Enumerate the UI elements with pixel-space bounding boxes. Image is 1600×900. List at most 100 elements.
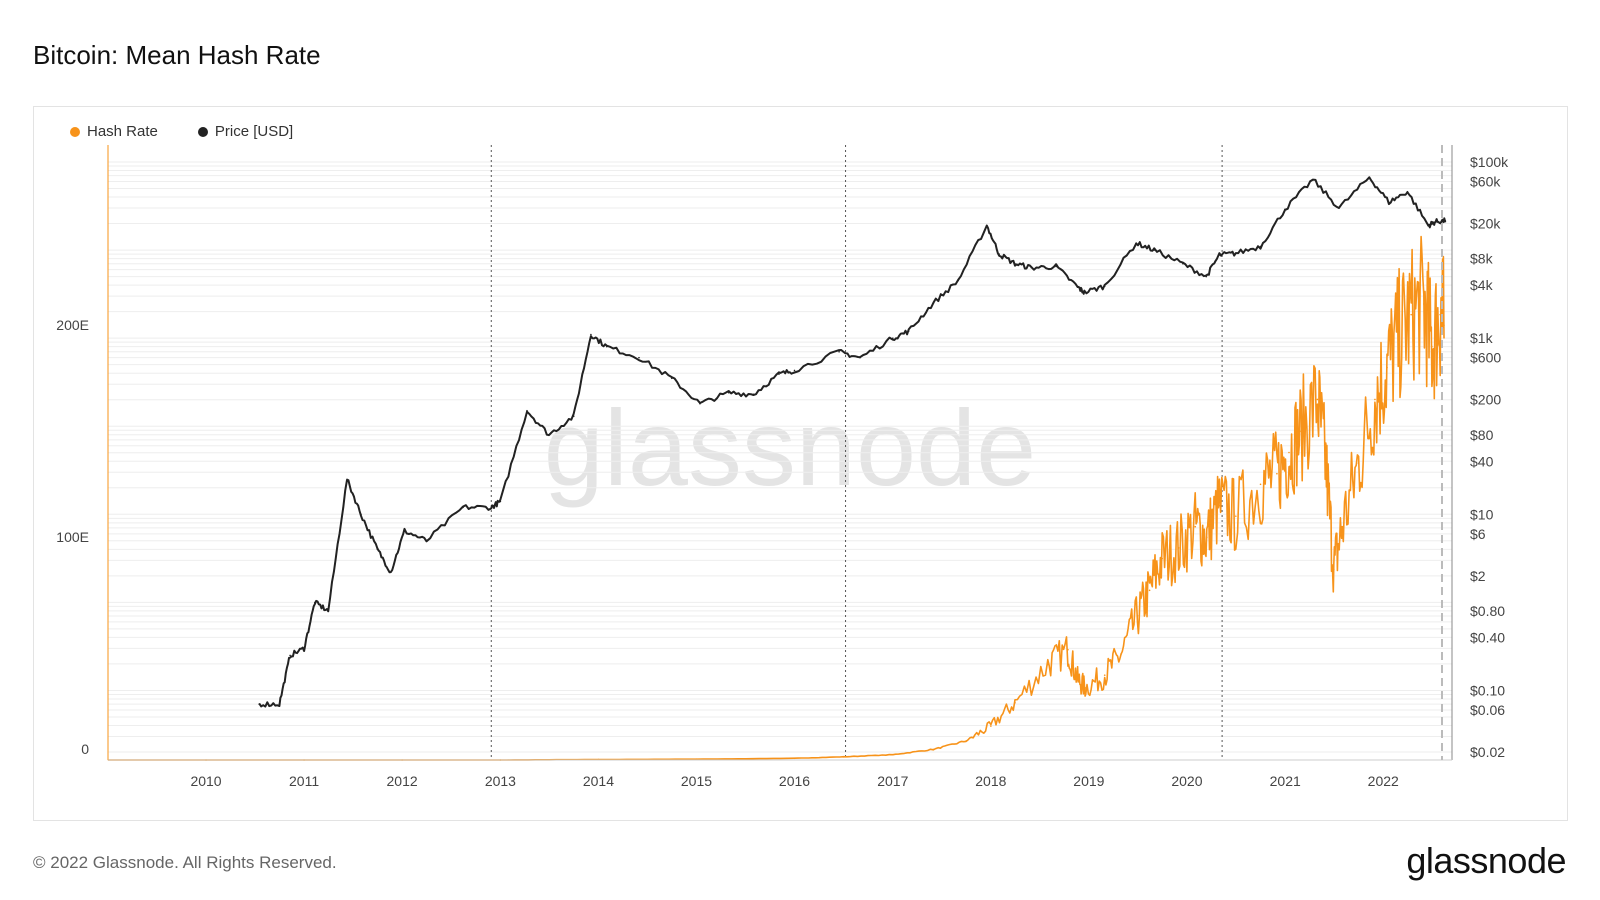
y-right-tick-label: $1k <box>1470 330 1494 346</box>
hash-rate-point <box>1288 451 1290 454</box>
price-point <box>1205 275 1208 278</box>
hash-rate-point <box>932 748 935 751</box>
price-point <box>998 253 1000 255</box>
price-point <box>1055 265 1057 268</box>
price-point <box>670 377 673 380</box>
hash-rate-point <box>1439 313 1442 316</box>
price-point <box>1153 249 1155 251</box>
hash-rate-point <box>1103 674 1106 676</box>
price-point <box>699 402 701 405</box>
price-point <box>390 571 392 574</box>
legend-label-price: Price [USD] <box>214 123 294 140</box>
price-point <box>499 500 502 503</box>
hash-rate-point <box>793 757 796 760</box>
y-right-tick-label: $0.02 <box>1470 744 1505 760</box>
price-point <box>278 703 281 705</box>
legend-label-hash-rate: Hash Rate <box>87 123 158 140</box>
x-tick-label: 2012 <box>387 773 418 789</box>
hash-rate-point <box>1341 525 1343 528</box>
x-tick-label: 2021 <box>1270 773 1301 789</box>
hash-rate-point <box>1046 663 1049 666</box>
y-right-tick-label: $600 <box>1470 350 1501 366</box>
hash-rate-point <box>1194 525 1197 528</box>
price-point <box>957 279 959 282</box>
x-tick-label: 2011 <box>289 773 319 789</box>
chart-frame <box>33 106 1568 821</box>
x-tick-label: 2017 <box>877 773 908 789</box>
price-point <box>1083 291 1086 294</box>
y-left-tick-label: 100E <box>56 529 89 545</box>
price-point <box>727 391 730 394</box>
hash-rate-point <box>1259 483 1262 486</box>
price-point <box>526 409 528 412</box>
price-point <box>1312 178 1314 181</box>
hash-rate-point <box>1386 366 1388 369</box>
hash-rate-point <box>1218 504 1221 507</box>
hash-rate-point <box>965 740 967 742</box>
hash-rate-point <box>892 753 894 756</box>
y-right-tick-label: $6 <box>1470 526 1486 542</box>
y-left-tick-label: 200E <box>56 317 89 333</box>
price-point <box>1030 266 1033 269</box>
y-right-tick-label: $20k <box>1470 216 1501 232</box>
price-point <box>303 647 305 650</box>
price-dot-icon <box>197 126 208 137</box>
legend-item-price[interactable]: Price [USD] <box>197 123 294 140</box>
x-tick-label: 2010 <box>190 773 221 789</box>
chart-watermark: glassnode <box>544 387 1036 508</box>
footer-brand-logo[interactable]: glassnode <box>1406 840 1566 881</box>
y-right-tick-label: $0.10 <box>1470 682 1505 698</box>
price-point <box>258 703 261 705</box>
hash-rate-point <box>1443 324 1445 327</box>
price-point <box>572 415 575 417</box>
price-point <box>590 333 592 336</box>
price-point <box>1259 245 1262 248</box>
price-point <box>346 478 348 481</box>
hash-rate-point <box>1276 472 1278 475</box>
price-point <box>752 393 755 396</box>
hash-rate-point <box>1136 614 1139 617</box>
price-point <box>1368 176 1371 179</box>
footer-copyright: © 2022 Glassnode. All Rights Reserved. <box>33 853 337 872</box>
hash-rate-point <box>1161 557 1164 560</box>
price-point <box>1388 201 1390 203</box>
price-point <box>1434 220 1437 223</box>
price-point <box>490 506 493 509</box>
hash-rate-point <box>1235 515 1237 517</box>
x-tick-label: 2020 <box>1171 773 1202 789</box>
price-point <box>793 369 796 372</box>
page-title: Bitcoin: Mean Hash Rate <box>33 40 321 70</box>
price-point <box>548 433 550 436</box>
hash-rate-point <box>1410 313 1412 316</box>
hash-rate-point <box>1333 568 1335 570</box>
hash-rate-dot-icon <box>70 126 80 137</box>
price-point <box>1182 262 1184 265</box>
hash-rate-point <box>1084 687 1087 689</box>
y-right-tick-label: $60k <box>1470 174 1501 190</box>
hash-rate-point <box>1374 398 1376 401</box>
x-tick-label: 2016 <box>779 773 810 789</box>
y-right-tick-label: $100k <box>1470 154 1509 170</box>
price-point <box>859 356 861 359</box>
y-right-tick-label: $0.80 <box>1470 603 1505 619</box>
chart-legend: Hash Rate Price [USD] <box>70 123 293 140</box>
price-point <box>932 302 935 304</box>
price-point <box>1427 224 1430 227</box>
price-point <box>1284 208 1286 211</box>
y-right-tick-label: $0.40 <box>1470 629 1505 645</box>
price-point <box>638 356 640 359</box>
x-tick-label: 2014 <box>583 773 614 789</box>
hash-rate-point <box>1120 653 1122 655</box>
hash-rate-point <box>1205 536 1208 539</box>
price-point <box>327 610 330 612</box>
hash-rate-point <box>1431 345 1433 348</box>
hash-rate-point <box>1014 701 1016 704</box>
price-point <box>1235 252 1237 255</box>
legend-item-hash-rate[interactable]: Hash Rate <box>70 123 158 140</box>
hash-rate-point <box>1177 547 1180 549</box>
y-right-tick-label: $4k <box>1470 277 1494 293</box>
x-tick-label: 2022 <box>1368 773 1399 789</box>
hash-rate-point <box>1076 678 1079 681</box>
y-right-tick-label: $2 <box>1470 568 1486 584</box>
